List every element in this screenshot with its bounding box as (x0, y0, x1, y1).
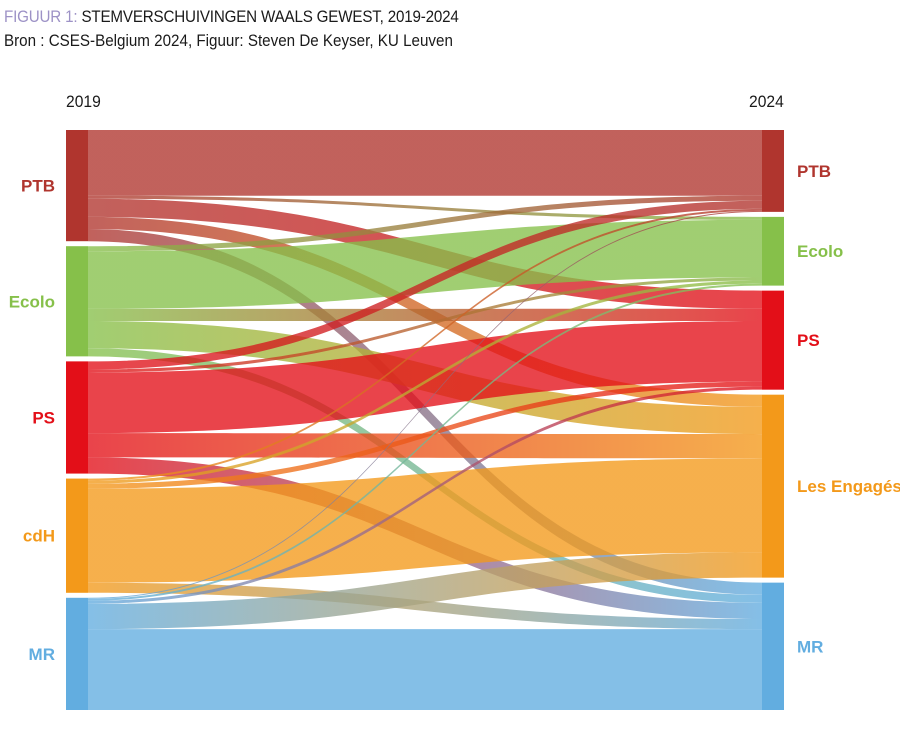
node-2019-ps (66, 361, 88, 474)
link-mr-to-les-engagés (88, 552, 762, 630)
labels: PTB Ecolo PS cdH MR PTB Ecolo PS Les Engagés MR (9, 162, 900, 664)
label-2019-ps: PS (32, 408, 55, 427)
node-2024-ps (762, 290, 784, 390)
nodes (66, 130, 784, 710)
link-ptb-to-mr (88, 229, 762, 595)
label-2024-ecolo: Ecolo (797, 242, 843, 261)
link-cdh-to-les-engagés (88, 458, 762, 583)
link-mr-to-ps (88, 386, 762, 604)
figure-title: FIGUUR 1: STEMVERSCHUIVINGEN WAALS GEWES… (4, 8, 459, 27)
label-2024-mr: MR (797, 637, 823, 656)
year-label-right: 2024 (749, 92, 784, 111)
link-mr-to-mr (88, 629, 762, 710)
link-ps-to-ps (88, 320, 762, 434)
node-2019-ptb (66, 130, 88, 242)
label-2019-ptb: PTB (21, 177, 55, 196)
node-2024-ecolo (762, 216, 784, 286)
link-mr-to-ecolo (88, 283, 762, 601)
node-2019-mr (66, 597, 88, 710)
link-ps-to-ptb (88, 200, 762, 370)
label-2024-ptb: PTB (797, 162, 831, 181)
node-2019-cdh (66, 478, 88, 593)
label-2019-mr: MR (29, 645, 55, 664)
figure-source: Bron : CSES-Belgium 2024, Figuur: Steven… (4, 32, 453, 50)
link-ptb-to-ptb (88, 130, 762, 196)
figure-title-text: STEMVERSCHUIVINGEN WAALS GEWEST, 2019-20… (81, 8, 459, 26)
link-cdh-to-ptb (88, 208, 762, 481)
node-2024-ptb (762, 130, 784, 212)
label-2019-cdh: cdH (23, 527, 55, 546)
node-2024-mr (762, 582, 784, 710)
node-2024-les-engagés (762, 394, 784, 578)
year-label-left: 2019 (66, 92, 101, 111)
link-ps-to-ecolo (88, 277, 762, 373)
link-cdh-to-ps (88, 381, 762, 489)
label-2024-ps: PS (797, 331, 820, 350)
link-mr-to-ptb (88, 210, 762, 599)
link-ecolo-to-ps (88, 308, 762, 321)
figure-number: FIGUUR 1: (4, 8, 78, 26)
node-2019-ecolo (66, 246, 88, 357)
link-ecolo-to-ecolo (88, 219, 762, 309)
link-cdh-to-ecolo (88, 280, 762, 484)
link-cdh-to-mr (88, 582, 762, 630)
link-ecolo-to-ptb (88, 195, 762, 252)
link-ptb-to-ecolo (88, 195, 762, 220)
label-2019-ecolo: Ecolo (9, 292, 55, 311)
link-ps-to-les-engagés (88, 433, 762, 459)
links (88, 130, 762, 710)
label-2024-les-engagés: Les Engagés (797, 477, 900, 496)
